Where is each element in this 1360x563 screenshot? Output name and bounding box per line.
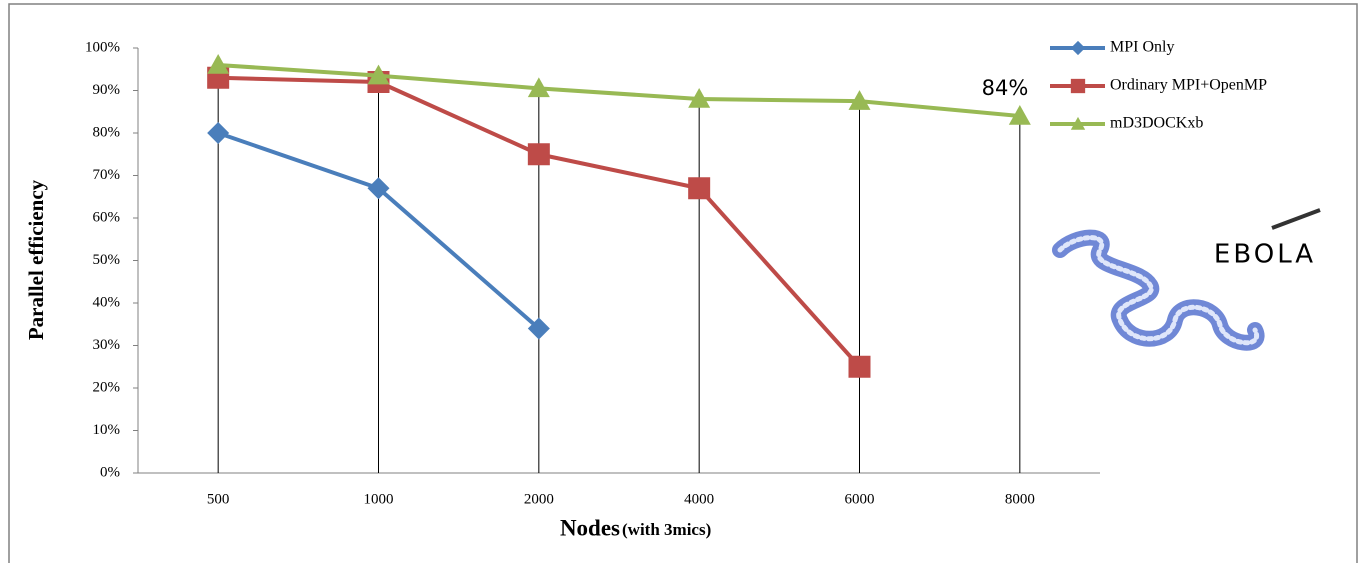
- x-tick-label: 500: [207, 491, 230, 507]
- data-point: [527, 77, 550, 98]
- data-point: [207, 122, 230, 144]
- legend-marker: [1070, 116, 1086, 130]
- data-point: [527, 143, 550, 166]
- legend-label: MPI Only: [1110, 39, 1174, 56]
- data-point: [848, 90, 871, 110]
- data-point: [207, 54, 230, 74]
- x-tick-label: 1000: [364, 491, 394, 507]
- legend-marker: [1070, 78, 1086, 94]
- y-tick-label: 100%: [85, 39, 120, 55]
- ebola-label: EBOLA: [1214, 240, 1316, 270]
- y-tick-label: 40%: [93, 294, 121, 310]
- data-point: [848, 355, 871, 378]
- data-point: [527, 317, 550, 340]
- x-tick-label: 4000: [684, 491, 714, 507]
- data-point: [688, 88, 711, 108]
- legend-label: Ordinary MPI+OpenMP: [1110, 77, 1267, 94]
- x-axis-title: Nodes: [560, 515, 620, 540]
- x-tick-label: 8000: [1005, 491, 1035, 507]
- series-line: [218, 63, 1021, 118]
- legend-label: mD3DOCKxb: [1110, 115, 1203, 132]
- y-tick-label: 50%: [93, 252, 121, 268]
- x-tick-label: 6000: [845, 491, 875, 507]
- y-tick-label: 30%: [93, 337, 121, 353]
- y-tick-label: 60%: [93, 209, 121, 225]
- legend-marker: [1070, 40, 1086, 56]
- data-point: [688, 177, 711, 200]
- y-tick-label: 80%: [93, 124, 121, 140]
- y-tick-label: 0%: [100, 464, 120, 480]
- y-tick-label: 90%: [93, 82, 121, 98]
- value-annotation: 84%: [982, 76, 1029, 100]
- y-tick-label: 10%: [93, 422, 121, 438]
- data-point: [367, 64, 390, 85]
- data-point: [367, 177, 390, 200]
- y-tick-label: 20%: [93, 379, 121, 395]
- y-axis-title: Parallel efficiency: [24, 179, 48, 340]
- data-point: [1008, 105, 1031, 125]
- x-axis-note: (with 3mics): [622, 520, 711, 539]
- y-tick-label: 70%: [93, 167, 121, 183]
- x-tick-label: 2000: [524, 491, 554, 507]
- ebola-picture: [1052, 208, 1321, 351]
